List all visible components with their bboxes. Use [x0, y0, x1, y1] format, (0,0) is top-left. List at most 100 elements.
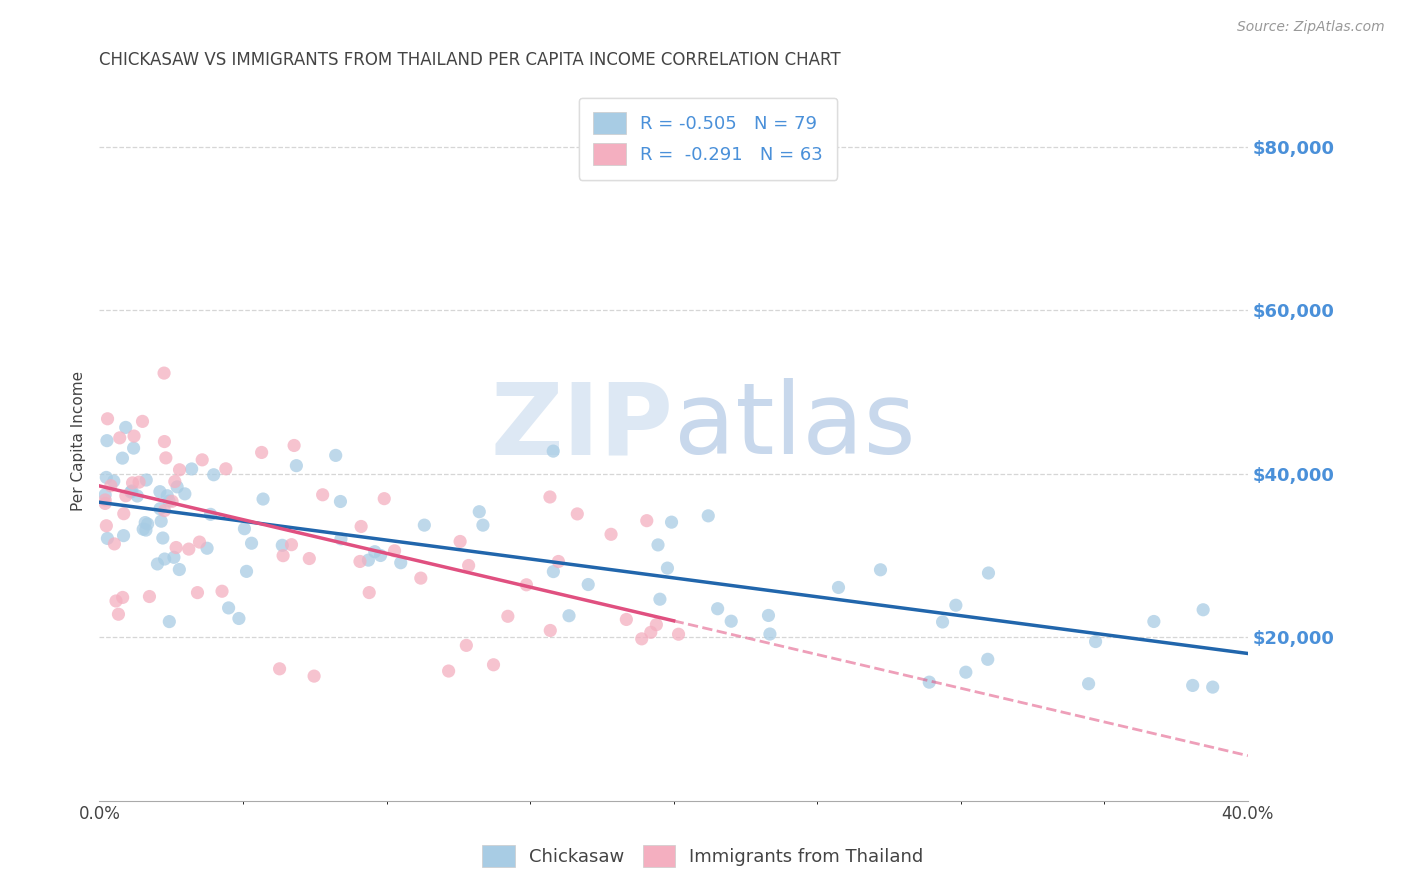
- Point: [661, 515, 683, 529]
- Point: [153, 503, 176, 517]
- Point: [437, 664, 460, 678]
- Point: [614, 612, 637, 626]
- Point: [409, 571, 432, 585]
- Point: [163, 550, 186, 565]
- Point: [302, 669, 325, 683]
- Point: [111, 591, 134, 605]
- Legend: Chickasaw, Immigrants from Thailand: Chickasaw, Immigrants from Thailand: [475, 838, 931, 874]
- Point: [543, 565, 565, 579]
- Point: [271, 538, 294, 552]
- Point: [558, 608, 581, 623]
- Text: CHICKASAW VS IMMIGRANTS FROM THAILAND PER CAPITA INCOME CORRELATION CHART: CHICKASAW VS IMMIGRANTS FROM THAILAND PE…: [100, 51, 841, 69]
- Point: [468, 505, 491, 519]
- Point: [359, 585, 381, 599]
- Point: [283, 438, 305, 452]
- Point: [668, 627, 690, 641]
- Y-axis label: Per Capita Income: Per Capita Income: [72, 371, 86, 511]
- Point: [191, 453, 214, 467]
- Point: [128, 475, 150, 490]
- Point: [349, 554, 371, 568]
- Point: [298, 551, 321, 566]
- Point: [134, 516, 156, 530]
- Point: [96, 434, 118, 448]
- Point: [136, 516, 159, 531]
- Point: [152, 531, 174, 545]
- Point: [1202, 680, 1225, 694]
- Point: [457, 558, 479, 573]
- Point: [250, 445, 273, 459]
- Point: [112, 528, 135, 542]
- Point: [120, 485, 142, 500]
- Point: [150, 514, 173, 528]
- Point: [122, 441, 145, 455]
- Point: [177, 542, 200, 557]
- Point: [165, 541, 187, 555]
- Point: [329, 494, 352, 508]
- Point: [153, 552, 176, 566]
- Point: [1077, 677, 1099, 691]
- Point: [107, 607, 129, 622]
- Point: [211, 584, 233, 599]
- Point: [647, 538, 669, 552]
- Point: [138, 590, 160, 604]
- Point: [269, 662, 291, 676]
- Point: [630, 632, 652, 646]
- Point: [869, 563, 891, 577]
- Point: [96, 411, 118, 425]
- Point: [330, 532, 353, 546]
- Point: [364, 544, 387, 558]
- Point: [955, 665, 977, 680]
- Point: [132, 522, 155, 536]
- Point: [456, 639, 478, 653]
- Point: [200, 508, 222, 522]
- Point: [357, 553, 380, 567]
- Point: [657, 561, 679, 575]
- Point: [149, 501, 172, 516]
- Point: [94, 496, 117, 510]
- Point: [218, 601, 240, 615]
- Point: [166, 480, 188, 494]
- Point: [945, 599, 967, 613]
- Point: [827, 581, 849, 595]
- Point: [720, 614, 742, 628]
- Point: [541, 444, 564, 458]
- Point: [389, 556, 412, 570]
- Point: [233, 522, 256, 536]
- Point: [1181, 678, 1204, 692]
- Point: [108, 431, 131, 445]
- Point: [1192, 603, 1215, 617]
- Point: [567, 507, 589, 521]
- Point: [645, 617, 668, 632]
- Point: [482, 657, 505, 672]
- Point: [215, 462, 238, 476]
- Point: [576, 577, 599, 591]
- Point: [977, 652, 1000, 666]
- Point: [931, 615, 953, 629]
- Point: [413, 518, 436, 533]
- Text: atlas: atlas: [673, 378, 915, 475]
- Text: ZIP: ZIP: [491, 378, 673, 475]
- Point: [122, 429, 145, 443]
- Point: [350, 519, 373, 533]
- Point: [1084, 634, 1107, 648]
- Point: [111, 451, 134, 466]
- Point: [370, 549, 392, 563]
- Point: [135, 473, 157, 487]
- Point: [169, 463, 191, 477]
- Point: [114, 489, 136, 503]
- Point: [96, 532, 118, 546]
- Point: [153, 366, 176, 380]
- Legend: R = -0.505   N = 79, R =  -0.291   N = 63: R = -0.505 N = 79, R = -0.291 N = 63: [579, 97, 838, 179]
- Point: [977, 566, 1000, 580]
- Point: [202, 467, 225, 482]
- Point: [515, 578, 537, 592]
- Point: [636, 514, 658, 528]
- Point: [252, 491, 274, 506]
- Point: [1143, 615, 1166, 629]
- Point: [280, 538, 302, 552]
- Point: [235, 565, 257, 579]
- Point: [600, 527, 623, 541]
- Point: [146, 557, 169, 571]
- Point: [131, 414, 153, 428]
- Point: [157, 615, 180, 629]
